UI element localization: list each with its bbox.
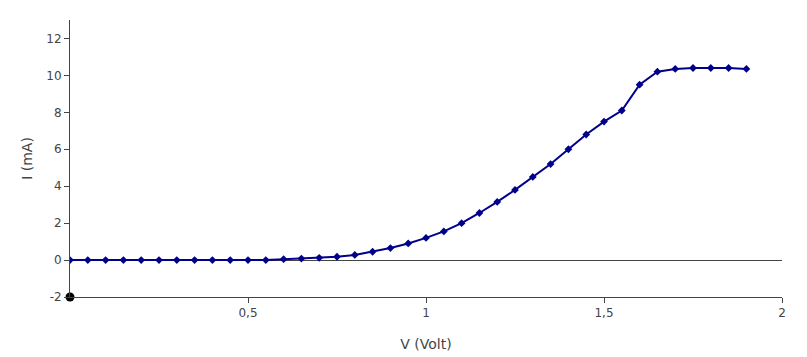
svg-text:6: 6 bbox=[54, 142, 62, 156]
svg-text:1: 1 bbox=[422, 306, 430, 320]
svg-text:10: 10 bbox=[46, 69, 61, 83]
svg-text:2: 2 bbox=[778, 306, 786, 320]
svg-text:-2: -2 bbox=[50, 290, 62, 304]
svg-text:4: 4 bbox=[54, 179, 62, 193]
svg-text:0: 0 bbox=[54, 253, 62, 267]
svg-text:I (mA): I (mA) bbox=[19, 137, 35, 180]
svg-text:2: 2 bbox=[54, 216, 62, 230]
svg-text:V (Volt): V (Volt) bbox=[400, 336, 451, 352]
svg-text:1,5: 1,5 bbox=[594, 306, 613, 320]
svg-text:0,5: 0,5 bbox=[238, 306, 257, 320]
svg-text:12: 12 bbox=[46, 32, 61, 46]
svg-text:8: 8 bbox=[54, 106, 62, 120]
